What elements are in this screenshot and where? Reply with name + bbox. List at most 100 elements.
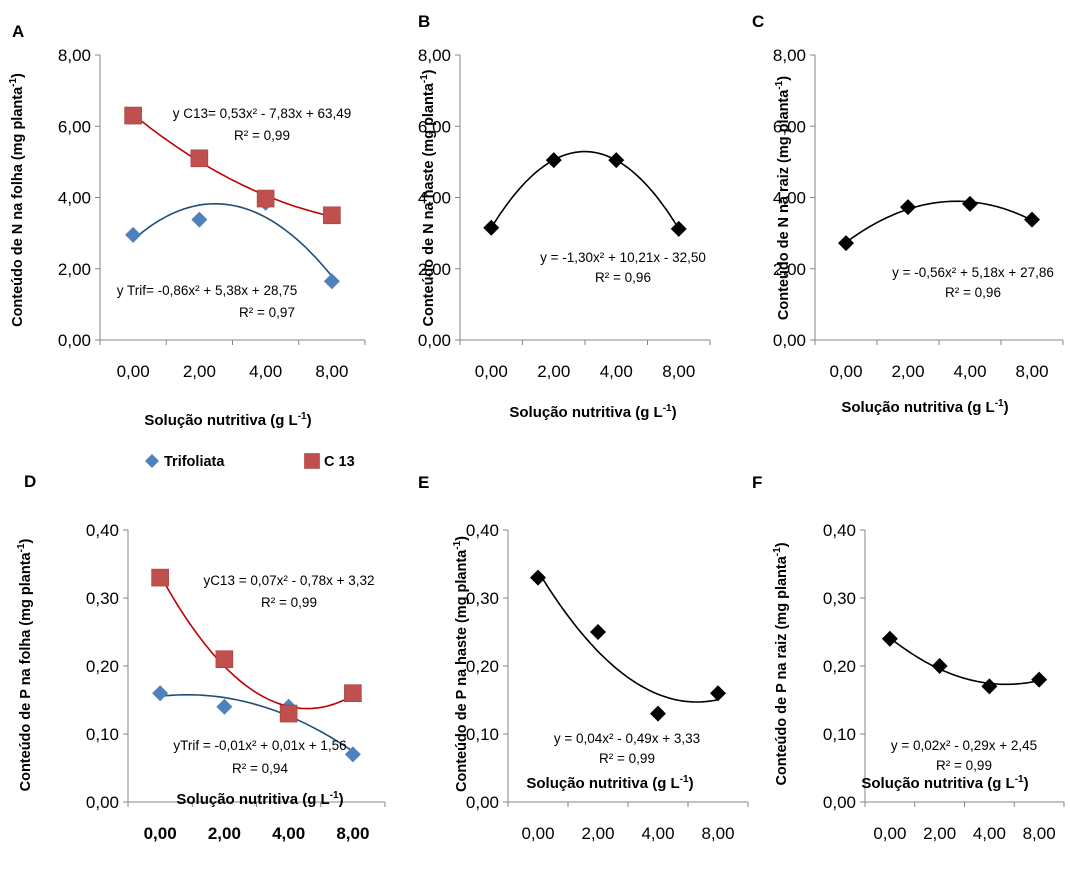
x-axis-title: Solução nutritiva (g L-1) <box>526 774 693 792</box>
x-tick-label: 8,00 <box>1023 824 1056 843</box>
data-point <box>152 685 169 702</box>
data-point <box>881 630 898 647</box>
data-point <box>151 568 169 587</box>
y-tick-label: 0,40 <box>86 521 119 540</box>
y-axis-title: Conteúdo de P na haste (mg planta-1) <box>452 536 470 792</box>
legend-label: Trifoliata <box>164 454 225 470</box>
series-c-13: yC13 = 0,07x² - 0,78x + 3,32 R² = 0,99 <box>151 568 375 723</box>
data-point <box>323 206 341 225</box>
x-tick-label: 8,00 <box>336 824 369 843</box>
x-axis-title: Solução nutritiva (g L-1) <box>841 398 1008 416</box>
r-squared: R² = 0,99 <box>234 128 290 143</box>
y-tick-label: 0,30 <box>86 589 119 608</box>
data-point <box>710 685 726 702</box>
trendline <box>159 574 354 710</box>
legend-marker <box>304 453 320 469</box>
y-tick-label: 4,00 <box>418 189 451 208</box>
x-tick-label: 0,00 <box>521 824 554 843</box>
y-tick-label: 6,00 <box>418 117 451 136</box>
y-tick-label: 0,30 <box>823 589 856 608</box>
legend-label: C 13 <box>324 454 355 470</box>
y-axis-title: Conteúdo de N na haste (mg planta-1) <box>419 69 437 326</box>
y-tick-label: 0,10 <box>86 725 119 744</box>
data-point <box>530 569 546 586</box>
x-tick-label: 2,00 <box>537 362 570 381</box>
r-squared: R² = 0,94 <box>232 761 288 776</box>
y-tick-label: 6,00 <box>58 117 91 136</box>
trend-equation: y = 0,02x² - 0,29x + 2,45 <box>891 738 1037 753</box>
trendline <box>132 203 333 277</box>
y-axis-title: Conteúdo de N na folha (mg planta-1) <box>8 73 26 327</box>
legend-entry: C 13 <box>304 453 355 470</box>
y-tick-label: 8,00 <box>418 46 451 65</box>
trend-equation: y = 0,04x² - 0,49x + 3,33 <box>554 731 700 746</box>
x-tick-label: 4,00 <box>249 362 282 381</box>
data-point <box>344 746 361 763</box>
x-tick-label: 4,00 <box>641 824 674 843</box>
y-tick-label: 2,00 <box>418 260 451 279</box>
x-tick-label: 0,00 <box>873 824 906 843</box>
y-axis-title: Conteúdo de P na folha (mg planta-1) <box>16 538 34 791</box>
x-tick-label: 8,00 <box>315 362 348 381</box>
series-values: y = -0,56x² + 5,18x + 27,86 R² = 0,96 <box>838 195 1054 300</box>
x-tick-label: 8,00 <box>701 824 734 843</box>
x-tick-label: 0,00 <box>144 824 177 843</box>
data-point <box>256 189 275 208</box>
trend-equation: yC13 = 0,07x² - 0,78x + 3,32 <box>203 573 374 588</box>
trendline <box>889 637 1040 686</box>
x-tick-label: 0,00 <box>829 362 862 381</box>
legend-marker <box>145 454 159 468</box>
r-squared: R² = 0,99 <box>599 751 655 766</box>
x-tick-label: 4,00 <box>600 362 633 381</box>
panel-letter: B <box>418 12 430 31</box>
r-squared: R² = 0,99 <box>261 595 317 610</box>
series-trifoliata: yTrif = -0,01x² + 0,01x + 1,56 R² = 0,94 <box>152 685 361 776</box>
y-tick-label: 8,00 <box>58 46 91 65</box>
y-tick-label: 0,00 <box>86 793 119 812</box>
x-tick-label: 8,00 <box>662 362 695 381</box>
data-point <box>838 235 854 252</box>
data-point <box>344 684 362 703</box>
chart-panel-c: C 0,00 2,00 4,00 6,00 8,00 0,00 2,00 4,00 8,00 Sol… <box>752 12 1064 416</box>
data-point <box>545 152 562 169</box>
trendline <box>490 150 680 230</box>
data-point <box>483 219 500 236</box>
trendline <box>132 113 333 218</box>
data-point <box>124 106 142 125</box>
r-squared: R² = 0,96 <box>945 285 1001 300</box>
data-point <box>1031 671 1048 688</box>
data-point <box>931 658 948 674</box>
y-tick-label: 0,10 <box>823 725 856 744</box>
chart-panel-e: E 0,00 0,10 0,20 0,30 0,40 0,00 2,00 4,00 8,00 Sol… <box>418 473 749 843</box>
y-tick-label: 0,20 <box>823 657 856 676</box>
data-point <box>1024 211 1040 228</box>
x-axis-title: Solução nutritiva (g L-1) <box>144 411 311 429</box>
data-point <box>190 149 209 168</box>
r-squared: R² = 0,99 <box>936 758 992 773</box>
legend: Trifoliata C 13 <box>145 453 355 470</box>
legend-entry: Trifoliata <box>145 454 225 470</box>
trendline <box>160 694 354 752</box>
r-squared: R² = 0,97 <box>239 305 295 320</box>
x-tick-label: 4,00 <box>973 824 1006 843</box>
data-point <box>900 199 916 216</box>
series-values: y = 0,04x² - 0,49x + 3,33 R² = 0,99 <box>530 569 726 766</box>
panel-letter: C <box>752 12 764 31</box>
trend-equation: y C13= 0,53x² - 7,83x + 63,49 <box>173 106 352 121</box>
data-point <box>962 195 978 212</box>
series-c-13: y C13= 0,53x² - 7,83x + 63,49 R² = 0,99 <box>124 106 352 225</box>
data-point <box>125 226 142 243</box>
x-tick-label: 4,00 <box>272 824 305 843</box>
y-tick-label: 0,20 <box>86 657 119 676</box>
trend-equation: y = -0,56x² + 5,18x + 27,86 <box>892 265 1054 280</box>
y-tick-label: 2,00 <box>58 260 91 279</box>
panel-letter: E <box>418 473 429 492</box>
y-tick-label: 0,00 <box>466 793 499 812</box>
y-tick-label: 0,00 <box>58 331 91 350</box>
x-axis-title: Solução nutritiva (g L-1) <box>176 790 343 808</box>
series-values: y = -1,30x² + 10,21x - 32,50 R² = 0,96 <box>483 150 706 285</box>
panel-letter: F <box>752 473 762 492</box>
data-point <box>215 650 234 669</box>
data-point <box>191 211 208 228</box>
